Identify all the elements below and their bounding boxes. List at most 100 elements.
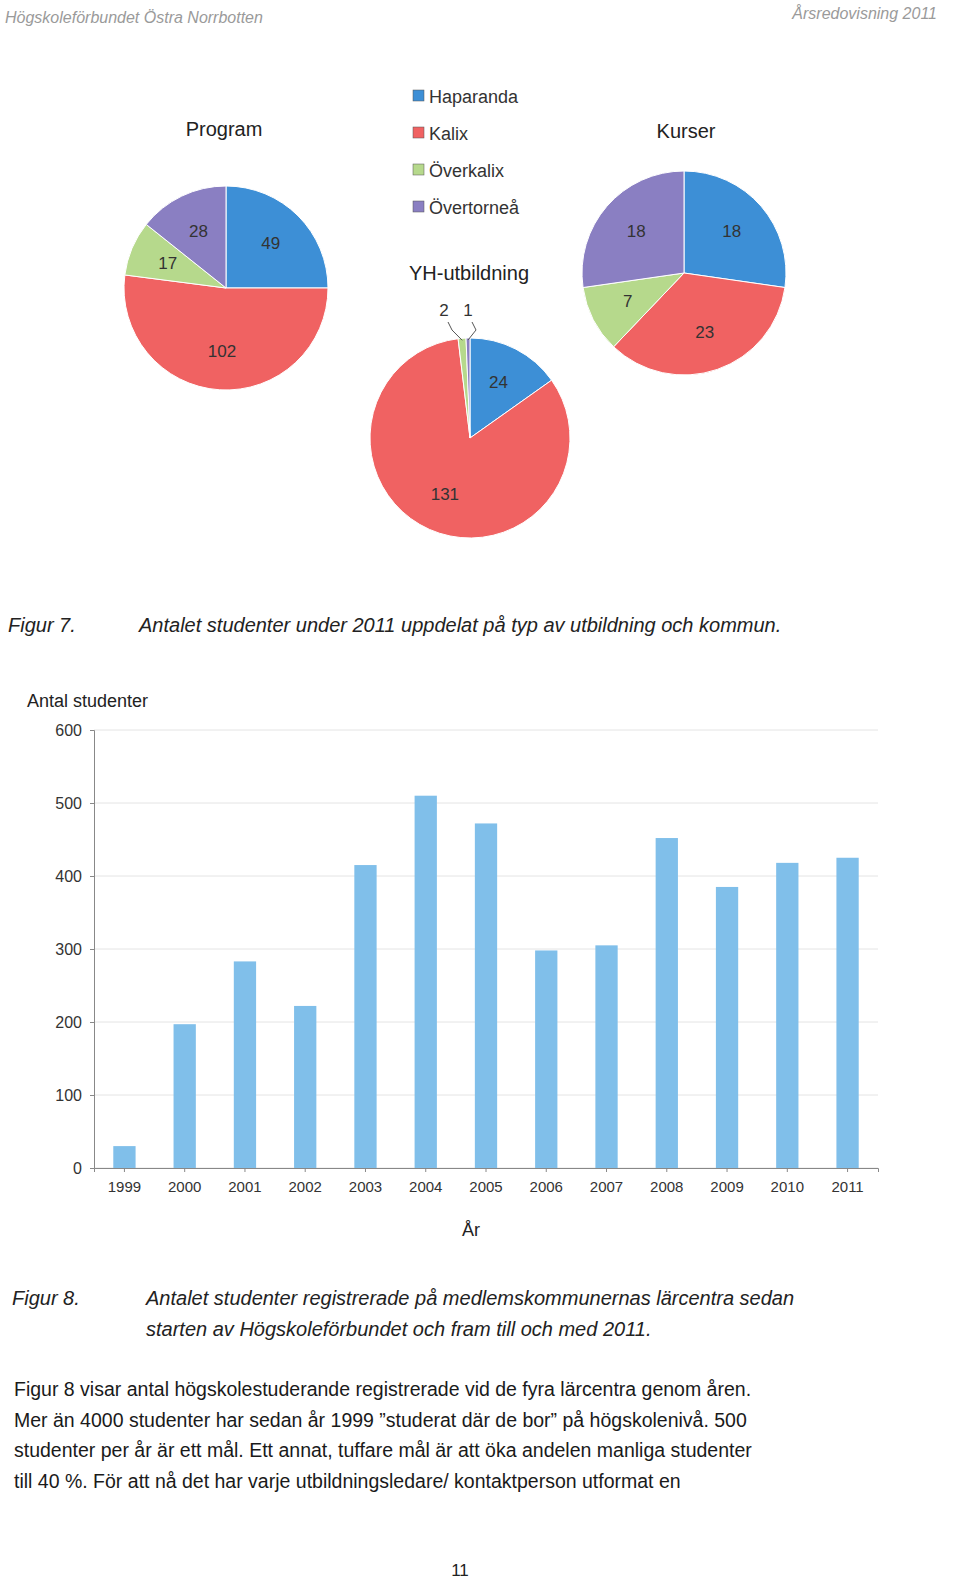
- bar: [294, 1006, 316, 1168]
- y-tick-label: 500: [55, 795, 82, 812]
- pie-chart: YH-utbildning HaparandaKalixÖverkalixÖver…: [370, 262, 570, 538]
- pie-slices: HaparandaKalixÖverkalixÖvertorneå2413121: [370, 301, 570, 538]
- legend-swatch: [413, 90, 424, 101]
- page-number: 11: [451, 1561, 469, 1580]
- bar: [716, 887, 738, 1168]
- x-tick: 2005: [469, 1168, 502, 1195]
- y-tick-label: 100: [55, 1087, 82, 1104]
- x-tick-label: 2001: [228, 1178, 261, 1195]
- bar: [535, 950, 557, 1168]
- pie-slice: Kalix: [124, 275, 328, 390]
- data-label: 23: [695, 323, 714, 342]
- x-tick: 2011: [831, 1168, 863, 1195]
- figure-caption: starten av Högskoleförbundet och fram ti…: [146, 1318, 651, 1340]
- data-label: 1: [463, 301, 472, 320]
- y-tick-label: 0: [73, 1160, 82, 1177]
- bar: [113, 1146, 135, 1168]
- grid-line: [94, 803, 878, 804]
- bar: [234, 961, 256, 1168]
- y-axis-line: [90, 731, 95, 1169]
- leader-line: [468, 322, 476, 340]
- x-tick-mark: [666, 1168, 667, 1172]
- x-tick-label: 2000: [168, 1178, 201, 1195]
- y-tick-mark: [90, 1095, 94, 1096]
- data-label: 28: [189, 222, 208, 241]
- x-axis-title: År: [462, 1220, 480, 1240]
- bar: [776, 863, 798, 1168]
- legend-swatch: [413, 164, 424, 175]
- y-axis-title: Antal studenter: [27, 691, 148, 711]
- x-tick-label: 2003: [349, 1178, 382, 1195]
- x-tick: 2003: [349, 1168, 382, 1195]
- data-label: 7: [623, 292, 632, 311]
- grid: [94, 730, 878, 1168]
- figure-caption: Antalet studenter registrerade på medlem…: [145, 1287, 794, 1309]
- x-tick: 2000: [168, 1168, 201, 1195]
- x-tick-mark: [727, 1168, 728, 1172]
- pie-title: Kurser: [657, 120, 716, 142]
- pie-title: YH-utbildning: [409, 262, 529, 284]
- x-tick: 2010: [771, 1168, 804, 1195]
- bar-chart: Antal studenterÅr01002003004005006001999…: [27, 691, 879, 1240]
- bars: [113, 796, 858, 1168]
- x-tick-label: 2007: [590, 1178, 623, 1195]
- x-tick: 2008: [650, 1168, 683, 1195]
- legend-label: Överkalix: [429, 161, 504, 181]
- bar: [836, 858, 858, 1168]
- x-tick-label: 2004: [409, 1178, 442, 1195]
- y-tick-mark: [90, 1022, 94, 1023]
- x-tick-mark: [184, 1168, 185, 1172]
- body-line: Mer än 4000 studenter har sedan år 1999 …: [14, 1409, 747, 1431]
- x-tick-label: 2005: [469, 1178, 502, 1195]
- bar: [174, 1024, 196, 1168]
- pie-slice: Haparanda: [226, 186, 328, 288]
- header-right: Årsredovisning 2011: [791, 4, 937, 22]
- x-tick-mark: [124, 1168, 125, 1172]
- x-tick-label: 2011: [831, 1178, 863, 1195]
- leader-line: [448, 322, 462, 340]
- x-tick-label: 2009: [710, 1178, 743, 1195]
- y-tick-label: 200: [55, 1014, 82, 1031]
- pie-chart: ProgramHaparandaKalixÖverkalixÖvertorneå…: [124, 118, 328, 390]
- legend-label: Kalix: [429, 124, 468, 144]
- pie-slices: HaparandaKalixÖverkalixÖvertorneå4910217…: [124, 186, 328, 390]
- x-axis: 1999200020012002200320042005200620072008…: [95, 1168, 879, 1195]
- x-tick-mark: [365, 1168, 366, 1172]
- x-tick-mark: [546, 1168, 547, 1172]
- data-label: 2: [439, 301, 448, 320]
- x-tick-mark: [486, 1168, 487, 1172]
- bar: [595, 945, 617, 1168]
- x-tick-label: 2006: [530, 1178, 563, 1195]
- bar: [475, 823, 497, 1168]
- y-tick-label: 400: [55, 868, 82, 885]
- y-tick-mark: [90, 803, 94, 804]
- header-left: Högskoleförbundet Östra Norrbotten: [5, 9, 263, 26]
- x-axis-line: [95, 1169, 879, 1173]
- bar: [354, 865, 376, 1168]
- figure-number: Figur 7.: [8, 614, 76, 636]
- figure-number: Figur 8.: [12, 1287, 80, 1309]
- legend-label: Haparanda: [429, 87, 519, 107]
- bar: [415, 796, 437, 1168]
- page: Högskoleförbundet Östra Norrbotten Årsred…: [0, 0, 960, 1583]
- data-label: 17: [158, 254, 177, 273]
- data-label: 18: [722, 222, 741, 241]
- x-tick-mark: [606, 1168, 607, 1172]
- body-line: till 40 %. För att nå det har varje utbi…: [14, 1470, 681, 1492]
- x-tick-mark: [425, 1168, 426, 1172]
- legend-label: Övertorneå: [429, 198, 520, 218]
- x-tick-mark: [787, 1168, 788, 1172]
- y-tick-mark: [90, 730, 94, 731]
- x-tick: 2009: [710, 1168, 743, 1195]
- data-label: 18: [627, 222, 646, 241]
- y-tick-mark: [90, 1168, 94, 1169]
- y-tick: 200: [55, 1014, 94, 1031]
- data-label: 49: [261, 234, 280, 253]
- x-tick-mark: [244, 1168, 245, 1172]
- y-tick: 300: [55, 941, 94, 958]
- pie-slices: HaparandaKalixÖverkalixÖvertorneå1823718: [582, 171, 786, 375]
- y-tick-label: 300: [55, 941, 82, 958]
- x-tick: 2004: [409, 1168, 442, 1195]
- pie-slice: Övertorneå: [582, 171, 684, 288]
- figure-caption: Antalet studenter under 2011 uppdelat på…: [138, 614, 781, 636]
